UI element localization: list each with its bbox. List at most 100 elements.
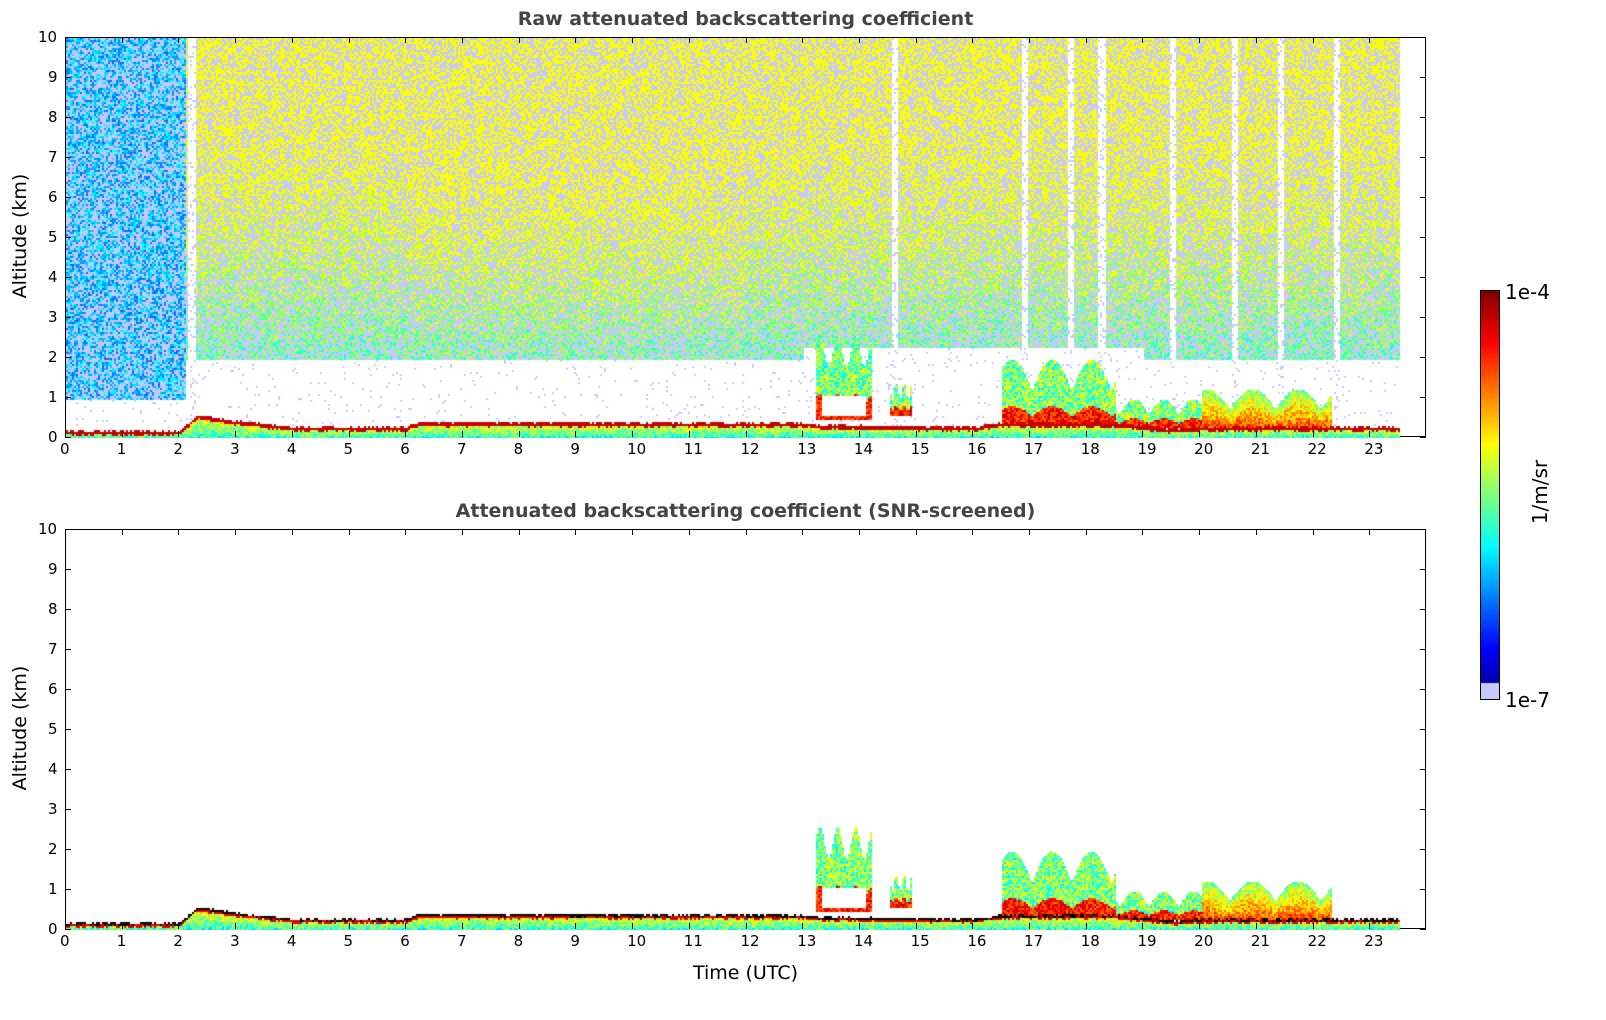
- y-tick-label: 2: [48, 840, 58, 858]
- x-tick-mark: [1369, 529, 1371, 535]
- x-tick-label: 4: [286, 932, 297, 950]
- y-tick-label: 5: [48, 720, 58, 738]
- x-tick-mark: [858, 529, 860, 535]
- x-tick-label: 11: [683, 440, 703, 458]
- x-tick-mark: [972, 431, 974, 437]
- x-tick-mark: [1312, 529, 1314, 535]
- x-tick-mark: [1255, 923, 1257, 929]
- y-tick-mark: [1420, 809, 1426, 810]
- x-tick-label: 3: [230, 440, 240, 458]
- x-tick-label: 12: [740, 932, 760, 950]
- y-tick-mark: [1420, 317, 1426, 318]
- x-tick-mark: [632, 923, 634, 929]
- x-tick-mark: [858, 923, 860, 929]
- x-tick-mark: [632, 431, 634, 437]
- colorbar-label: 1/m/sr: [1528, 459, 1552, 525]
- x-tick-mark: [1312, 37, 1314, 43]
- x-tick-mark: [1029, 431, 1031, 437]
- x-tick-label: 10: [627, 932, 647, 950]
- y-tick-mark: [1420, 729, 1426, 730]
- x-tick-mark: [972, 923, 974, 929]
- y-tick-mark: [1420, 157, 1426, 158]
- x-tick-label: 12: [740, 440, 760, 458]
- y-tick-label: 3: [48, 800, 58, 818]
- x-tick-label: 17: [1024, 932, 1044, 950]
- x-axis-label: Time (UTC): [692, 962, 799, 984]
- y-tick-mark: [65, 729, 71, 730]
- x-tick-mark: [348, 431, 350, 437]
- x-tick-mark: [688, 431, 690, 437]
- y-tick-mark: [65, 357, 71, 358]
- y-tick-label: 9: [48, 560, 58, 578]
- x-tick-mark: [915, 431, 917, 437]
- y-tick-mark: [1420, 37, 1426, 38]
- x-tick-mark: [518, 431, 520, 437]
- y-tick-mark: [1420, 277, 1426, 278]
- x-tick-mark: [235, 431, 237, 437]
- y-tick-mark: [65, 397, 71, 398]
- x-tick-mark: [688, 37, 690, 43]
- x-tick-mark: [1142, 529, 1144, 535]
- colorbar-max-label: 1e-4: [1505, 280, 1550, 304]
- x-tick-mark: [291, 923, 293, 929]
- x-tick-mark: [65, 529, 66, 535]
- x-tick-mark: [1255, 431, 1257, 437]
- y-tick-mark: [1420, 117, 1426, 118]
- x-tick-label: 22: [1307, 440, 1327, 458]
- x-tick-label: 21: [1250, 932, 1270, 950]
- x-tick-mark: [235, 923, 237, 929]
- y-tick-label: 7: [48, 640, 58, 658]
- y-tick-label: 5: [48, 228, 58, 246]
- x-tick-mark: [575, 37, 577, 43]
- x-tick-label: 15: [910, 932, 930, 950]
- screened-backscatter-plot: [65, 529, 1427, 930]
- raw-heatmap: [66, 38, 1427, 438]
- x-tick-mark: [802, 431, 804, 437]
- x-tick-mark: [1029, 923, 1031, 929]
- y-tick-mark: [65, 197, 71, 198]
- screened-heatmap: [66, 530, 1427, 930]
- y-tick-mark: [1420, 649, 1426, 650]
- x-tick-mark: [1369, 923, 1371, 929]
- x-tick-label: 0: [60, 932, 70, 950]
- x-tick-label: 19: [1137, 440, 1157, 458]
- top-y-axis-label: Altitude (km): [9, 173, 31, 299]
- x-tick-label: 14: [853, 932, 873, 950]
- x-tick-mark: [1029, 37, 1031, 43]
- x-tick-mark: [972, 37, 974, 43]
- x-tick-label: 6: [400, 440, 410, 458]
- y-tick-mark: [65, 849, 71, 850]
- x-tick-label: 16: [967, 440, 987, 458]
- x-tick-mark: [291, 529, 293, 535]
- x-tick-label: 21: [1250, 440, 1270, 458]
- y-tick-label: 8: [48, 600, 58, 618]
- x-tick-mark: [1312, 923, 1314, 929]
- y-tick-mark: [65, 769, 71, 770]
- x-tick-mark: [858, 37, 860, 43]
- x-tick-mark: [688, 529, 690, 535]
- y-tick-mark: [65, 649, 71, 650]
- x-tick-mark: [575, 923, 577, 929]
- x-tick-mark: [1085, 431, 1087, 437]
- y-tick-mark: [1420, 529, 1426, 530]
- x-tick-mark: [802, 923, 804, 929]
- x-tick-mark: [348, 529, 350, 535]
- x-tick-mark: [745, 37, 747, 43]
- x-tick-mark: [1085, 923, 1087, 929]
- x-tick-mark: [291, 37, 293, 43]
- x-tick-mark: [121, 923, 123, 929]
- y-tick-mark: [65, 157, 71, 158]
- x-tick-label: 4: [286, 440, 297, 458]
- x-tick-mark: [65, 37, 66, 43]
- x-tick-mark: [235, 37, 237, 43]
- x-tick-label: 23: [1364, 440, 1384, 458]
- x-tick-mark: [121, 37, 123, 43]
- x-tick-mark: [291, 431, 293, 437]
- x-tick-mark: [178, 431, 180, 437]
- x-tick-label: 1: [116, 932, 127, 950]
- y-tick-label: 7: [48, 148, 58, 166]
- x-tick-label: 2: [173, 932, 183, 950]
- x-tick-mark: [915, 529, 917, 535]
- x-tick-label: 7: [456, 440, 467, 458]
- x-tick-mark: [65, 923, 66, 929]
